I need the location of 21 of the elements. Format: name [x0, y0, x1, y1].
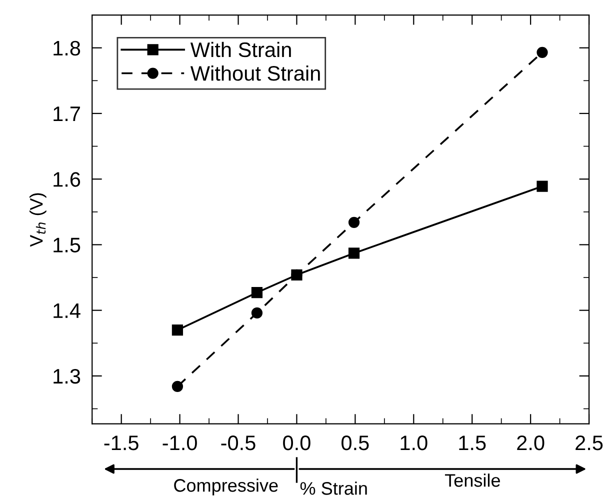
legend-label: Without Strain [190, 65, 320, 81]
y-tick-label: 1.8 [54, 40, 80, 56]
x-tick-label: -1.0 [162, 436, 197, 450]
x-tick-label: 2.5 [576, 436, 603, 450]
x-tick-label: 1.5 [459, 436, 486, 450]
x-tick-label: 0.0 [283, 436, 310, 450]
y-tick-label: 1.3 [54, 368, 80, 384]
x-tick-label: 0.5 [342, 436, 369, 450]
y-axis-title: V$_{th}$ (V) [30, 193, 46, 247]
x-tick-label: -0.5 [221, 436, 256, 450]
text: Compressive [174, 478, 278, 496]
x-tick-label: 2.0 [517, 436, 544, 450]
legend-label: With Strain [190, 42, 291, 58]
x-tick-label: 1.0 [400, 436, 428, 450]
y-tick-label: 1.7 [54, 106, 80, 122]
y-tick-label: 1.5 [54, 238, 80, 252]
y-tick-label: 1.4 [54, 304, 80, 318]
x-tick-label: -1.5 [104, 436, 138, 450]
x-axis-title: % Strain [300, 482, 367, 495]
y-tick-label: 1.6 [54, 172, 80, 187]
text: Tensile [444, 474, 500, 487]
